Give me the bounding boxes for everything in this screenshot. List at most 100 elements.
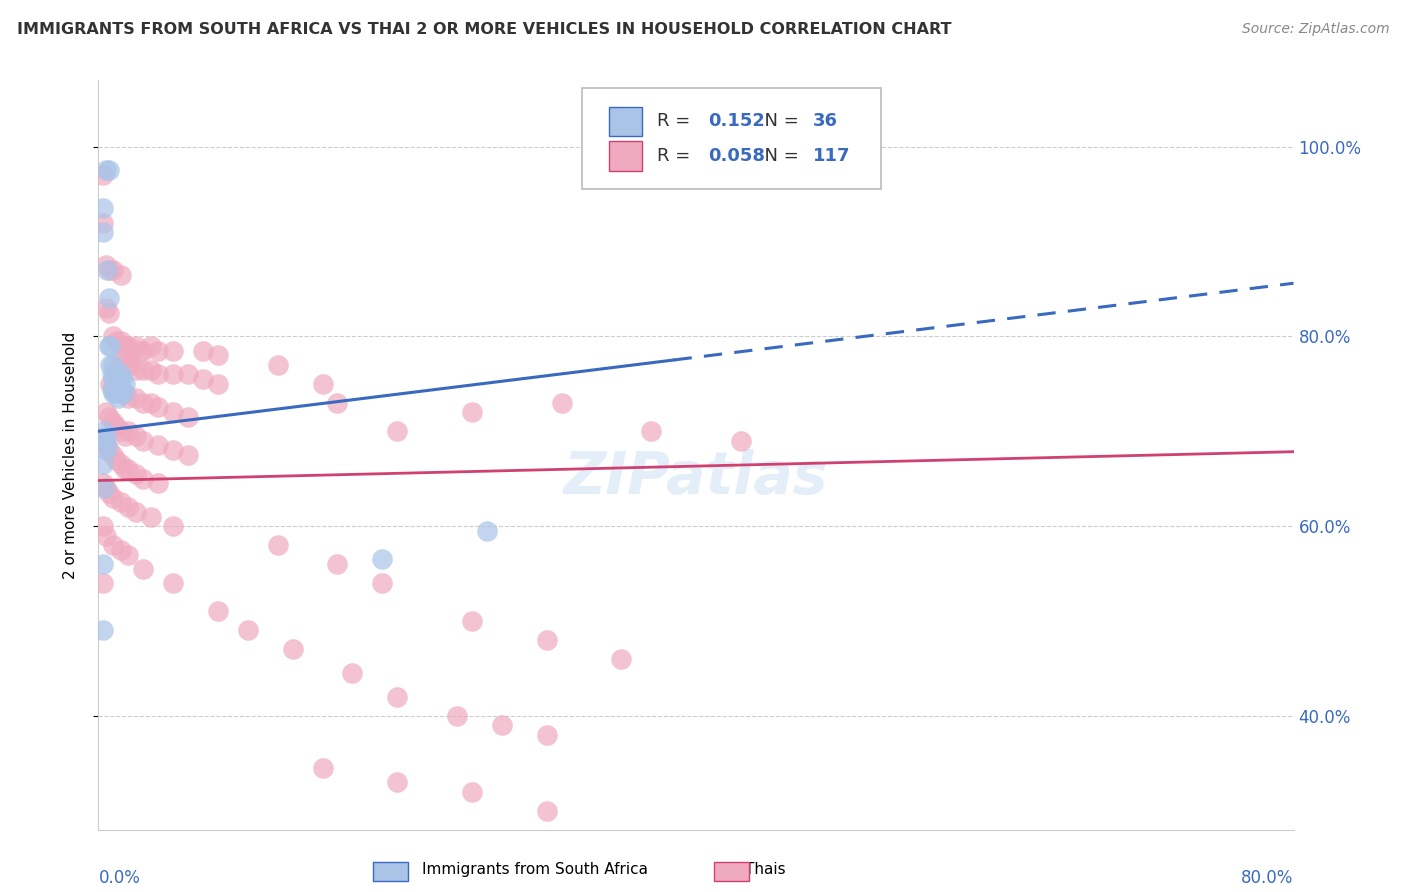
Point <box>105 382 128 396</box>
Y-axis label: 2 or more Vehicles in Household: 2 or more Vehicles in Household <box>63 331 77 579</box>
Point <box>461 405 484 419</box>
Point <box>536 632 558 647</box>
Point <box>125 339 148 353</box>
Point <box>117 339 139 353</box>
Point <box>148 368 170 382</box>
Point <box>148 438 170 452</box>
Point <box>125 391 148 405</box>
Point <box>461 784 484 798</box>
Point <box>446 708 468 723</box>
Point <box>94 258 117 272</box>
Point <box>207 604 229 618</box>
Point <box>97 306 120 320</box>
Point <box>125 467 148 481</box>
Point <box>91 624 114 638</box>
Point <box>162 443 184 458</box>
Point <box>461 614 484 628</box>
Point <box>93 481 115 495</box>
Point <box>108 372 131 386</box>
Point <box>162 405 184 419</box>
Point <box>91 215 114 229</box>
Point <box>97 292 120 306</box>
Point <box>105 452 128 467</box>
Point <box>114 462 136 476</box>
Point <box>111 372 134 386</box>
Point <box>267 538 290 552</box>
Point <box>110 458 132 472</box>
Point <box>94 438 117 452</box>
Point <box>148 401 170 415</box>
Point <box>94 443 117 458</box>
Point <box>162 343 184 358</box>
Point <box>191 372 214 386</box>
Point <box>114 376 136 391</box>
Point <box>177 368 200 382</box>
Text: 0.0%: 0.0% <box>98 870 141 888</box>
Text: Thais: Thais <box>745 863 786 877</box>
Point <box>236 624 259 638</box>
Point <box>281 642 304 657</box>
Point <box>191 343 214 358</box>
Point <box>129 343 152 358</box>
Text: 36: 36 <box>813 112 838 130</box>
Point <box>103 491 125 505</box>
Point <box>94 528 117 542</box>
Point <box>311 376 333 391</box>
Point <box>110 353 132 368</box>
Point <box>110 386 132 401</box>
Point <box>162 576 184 591</box>
Point <box>110 268 132 282</box>
Point <box>110 368 132 382</box>
Point <box>98 339 122 353</box>
Point <box>103 538 125 552</box>
Point <box>342 666 364 681</box>
Text: Source: ZipAtlas.com: Source: ZipAtlas.com <box>1241 22 1389 37</box>
Point <box>103 263 125 277</box>
Point <box>104 372 127 386</box>
Point <box>125 505 148 519</box>
Point <box>91 225 114 239</box>
Point <box>98 376 122 391</box>
Point <box>132 472 155 486</box>
Point <box>311 761 333 775</box>
Text: 0.058: 0.058 <box>709 147 765 165</box>
Point <box>148 476 170 491</box>
Point <box>94 429 117 443</box>
Point <box>139 509 162 524</box>
Point <box>162 368 184 382</box>
Point <box>91 476 114 491</box>
Point <box>94 163 117 178</box>
Point <box>125 362 148 376</box>
Point <box>132 562 155 576</box>
Point <box>101 368 124 382</box>
Point <box>91 202 114 216</box>
Point <box>94 481 117 495</box>
Point <box>110 334 132 348</box>
Point <box>326 396 349 410</box>
Point <box>97 409 120 424</box>
Text: 0.152: 0.152 <box>709 112 765 130</box>
Text: Immigrants from South Africa: Immigrants from South Africa <box>422 863 648 877</box>
Point <box>103 372 125 386</box>
Point <box>117 358 139 372</box>
Point <box>114 353 136 368</box>
Point <box>105 382 128 396</box>
Point <box>110 542 132 557</box>
Point <box>536 804 558 818</box>
Point <box>97 443 120 458</box>
Text: ZIPatlas: ZIPatlas <box>564 449 828 506</box>
Point <box>117 500 139 514</box>
Point <box>98 358 122 372</box>
Text: 117: 117 <box>813 147 851 165</box>
FancyBboxPatch shape <box>609 141 643 171</box>
FancyBboxPatch shape <box>582 87 882 189</box>
Point <box>640 424 662 438</box>
Point <box>110 424 132 438</box>
Point <box>177 448 200 462</box>
Point <box>97 163 120 178</box>
Point <box>97 339 120 353</box>
Point <box>91 168 114 182</box>
Point <box>371 576 394 591</box>
Point <box>103 415 125 429</box>
Point <box>105 368 128 382</box>
